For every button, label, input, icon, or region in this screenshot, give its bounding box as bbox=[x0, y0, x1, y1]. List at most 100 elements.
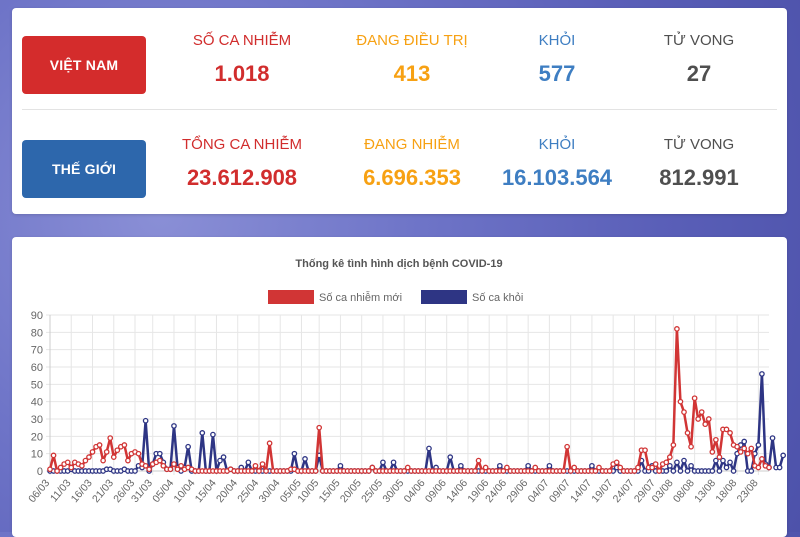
data-point[interactable] bbox=[720, 457, 726, 464]
data-point[interactable] bbox=[766, 464, 772, 471]
data-point[interactable] bbox=[571, 464, 578, 471]
data-point[interactable] bbox=[114, 447, 121, 454]
data-point[interactable] bbox=[96, 442, 103, 448]
data-point[interactable] bbox=[142, 462, 149, 469]
data-point[interactable] bbox=[54, 468, 60, 474]
data-point[interactable] bbox=[504, 464, 510, 471]
data-point[interactable] bbox=[458, 462, 464, 469]
data-point[interactable] bbox=[447, 454, 454, 460]
data-point[interactable] bbox=[755, 464, 762, 471]
data-point[interactable] bbox=[727, 430, 733, 436]
data-point[interactable] bbox=[252, 462, 259, 469]
data-point[interactable] bbox=[302, 456, 308, 462]
data-point[interactable] bbox=[663, 468, 670, 474]
data-point[interactable] bbox=[709, 449, 716, 455]
data-point[interactable] bbox=[525, 462, 532, 469]
data-point[interactable] bbox=[748, 468, 755, 474]
data-point[interactable] bbox=[103, 449, 110, 455]
data-point[interactable] bbox=[716, 454, 723, 460]
data-point[interactable] bbox=[730, 468, 737, 474]
data-point[interactable] bbox=[256, 468, 262, 474]
data-point[interactable] bbox=[702, 421, 709, 428]
data-point[interactable] bbox=[217, 457, 223, 464]
data-point[interactable] bbox=[713, 457, 719, 464]
data-point[interactable] bbox=[249, 468, 255, 474]
legend-swatch-recovered[interactable] bbox=[421, 290, 467, 304]
data-point[interactable] bbox=[713, 436, 719, 443]
data-point[interactable] bbox=[592, 468, 599, 474]
data-point[interactable] bbox=[259, 461, 266, 467]
data-point[interactable] bbox=[135, 450, 142, 457]
data-point[interactable] bbox=[755, 442, 762, 448]
data-point[interactable] bbox=[698, 409, 705, 415]
data-point[interactable] bbox=[380, 459, 386, 466]
data-point[interactable] bbox=[631, 468, 638, 474]
data-point[interactable] bbox=[681, 409, 687, 415]
data-point[interactable] bbox=[100, 457, 106, 464]
data-point[interactable] bbox=[64, 459, 71, 466]
data-point[interactable] bbox=[695, 416, 702, 422]
data-point[interactable] bbox=[649, 464, 655, 471]
data-point[interactable] bbox=[369, 464, 376, 471]
data-point[interactable] bbox=[727, 459, 733, 466]
data-point[interactable] bbox=[734, 443, 740, 450]
data-point[interactable] bbox=[677, 468, 684, 474]
data-point[interactable] bbox=[185, 443, 191, 450]
data-point[interactable] bbox=[337, 462, 344, 469]
data-point[interactable] bbox=[132, 468, 138, 474]
data-point[interactable] bbox=[426, 445, 432, 452]
data-point[interactable] bbox=[691, 395, 698, 402]
data-point[interactable] bbox=[688, 443, 694, 450]
data-point[interactable] bbox=[606, 468, 613, 474]
data-point[interactable] bbox=[171, 461, 177, 467]
legend-label-recovered[interactable]: Số ca khỏi bbox=[472, 292, 523, 304]
data-point[interactable] bbox=[589, 462, 595, 469]
data-point[interactable] bbox=[776, 464, 783, 471]
data-point[interactable] bbox=[613, 459, 620, 466]
data-point[interactable] bbox=[684, 430, 691, 436]
data-point[interactable] bbox=[404, 464, 411, 471]
data-point[interactable] bbox=[312, 468, 319, 474]
data-point[interactable] bbox=[178, 462, 184, 469]
data-point[interactable] bbox=[107, 435, 114, 441]
data-point[interactable] bbox=[171, 423, 177, 429]
data-point[interactable] bbox=[564, 443, 570, 450]
data-point[interactable] bbox=[482, 464, 489, 471]
data-point[interactable] bbox=[666, 454, 673, 460]
data-point[interactable] bbox=[635, 464, 641, 471]
data-point[interactable] bbox=[759, 456, 765, 462]
data-point[interactable] bbox=[82, 457, 89, 464]
data-point[interactable] bbox=[670, 468, 677, 474]
data-point[interactable] bbox=[245, 459, 252, 466]
data-point[interactable] bbox=[121, 442, 128, 448]
data-point[interactable] bbox=[199, 430, 206, 436]
data-point[interactable] bbox=[479, 468, 485, 474]
data-point[interactable] bbox=[670, 442, 677, 448]
data-point[interactable] bbox=[146, 466, 153, 473]
data-point[interactable] bbox=[365, 468, 372, 474]
data-point[interactable] bbox=[617, 464, 624, 471]
data-point[interactable] bbox=[50, 452, 57, 459]
data-point[interactable] bbox=[291, 450, 298, 457]
data-point[interactable] bbox=[677, 398, 684, 405]
data-point[interactable] bbox=[266, 440, 273, 447]
legend-swatch-new-cases[interactable] bbox=[268, 290, 314, 304]
data-point[interactable] bbox=[174, 466, 181, 473]
data-point[interactable] bbox=[744, 450, 751, 457]
data-point[interactable] bbox=[316, 424, 323, 431]
data-point[interactable] bbox=[125, 457, 131, 464]
data-point[interactable] bbox=[220, 454, 227, 460]
data-point[interactable] bbox=[47, 466, 53, 473]
data-point[interactable] bbox=[748, 445, 755, 452]
data-point[interactable] bbox=[86, 454, 92, 460]
data-point[interactable] bbox=[156, 457, 163, 464]
world-button[interactable]: THẾ GIỚI bbox=[22, 140, 146, 198]
data-point[interactable] bbox=[532, 464, 539, 471]
data-point[interactable] bbox=[674, 326, 680, 332]
data-point[interactable] bbox=[390, 459, 397, 466]
data-point[interactable] bbox=[723, 426, 730, 433]
data-point[interactable] bbox=[769, 435, 776, 441]
data-point[interactable] bbox=[142, 417, 149, 424]
data-point[interactable] bbox=[160, 462, 167, 469]
data-point[interactable] bbox=[79, 462, 85, 469]
